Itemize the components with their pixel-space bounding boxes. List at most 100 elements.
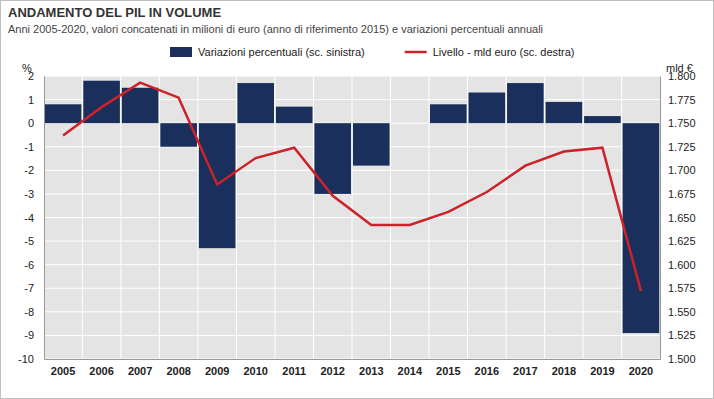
tick: 1.675 bbox=[660, 188, 696, 200]
legend-label: Variazioni percentuali (sc. sinistra) bbox=[198, 46, 365, 58]
tick: 2016 bbox=[475, 359, 499, 377]
tick-label: 2010 bbox=[243, 365, 267, 377]
tick-label: 2006 bbox=[89, 365, 113, 377]
tick: 1.750 bbox=[660, 117, 696, 129]
legend-swatch bbox=[405, 51, 427, 54]
y-axis: -10-9-8-7-6-5-4-3-2-1012 bbox=[18, 70, 44, 365]
tick: 2005 bbox=[51, 359, 75, 377]
line bbox=[63, 83, 641, 291]
bar bbox=[584, 116, 621, 123]
tick: 2012 bbox=[320, 359, 344, 377]
tick-label: -1 bbox=[24, 141, 34, 153]
bar bbox=[507, 83, 544, 123]
category-divider bbox=[544, 76, 545, 359]
tick-label: -7 bbox=[24, 282, 34, 294]
plot-background bbox=[44, 76, 660, 359]
category-divider bbox=[506, 76, 507, 359]
tick: -10 bbox=[18, 353, 44, 365]
tick: 2013 bbox=[359, 359, 383, 377]
chart: ANDAMENTO DEL PIL IN VOLUME Anni 2005-202… bbox=[0, 0, 714, 399]
tick: -1 bbox=[24, 141, 44, 153]
tick: 2007 bbox=[128, 359, 152, 377]
title: ANDAMENTO DEL PIL IN VOLUME bbox=[8, 5, 221, 20]
tick-label: 2011 bbox=[282, 365, 306, 377]
tick-label: 1.775 bbox=[668, 94, 696, 106]
tick: -7 bbox=[24, 282, 44, 294]
bar bbox=[45, 104, 82, 123]
tick-label: 2008 bbox=[166, 365, 190, 377]
tick-label: 0 bbox=[28, 117, 34, 129]
tick-label: 1 bbox=[28, 94, 34, 106]
tick: 2017 bbox=[513, 359, 537, 377]
tick: 1.525 bbox=[660, 329, 696, 341]
bar bbox=[469, 93, 506, 124]
tick-label: 1.550 bbox=[668, 306, 696, 318]
tick: -6 bbox=[24, 259, 44, 271]
tick-label: 2017 bbox=[513, 365, 537, 377]
axis-line bbox=[45, 359, 661, 360]
bar bbox=[430, 104, 467, 123]
tick: 2006 bbox=[89, 359, 113, 377]
tick: 2020 bbox=[629, 359, 653, 377]
category-divider bbox=[313, 76, 314, 359]
category-divider bbox=[197, 76, 198, 359]
tick: 2011 bbox=[282, 359, 306, 377]
bar bbox=[546, 102, 583, 123]
tick: 1.650 bbox=[660, 212, 696, 224]
tick-label: 1.675 bbox=[668, 188, 696, 200]
category-divider bbox=[352, 76, 353, 359]
tick: -4 bbox=[24, 212, 44, 224]
subtitle: Anni 2005-2020, valori concatenati in mi… bbox=[8, 23, 543, 35]
tick-label: 2005 bbox=[51, 365, 75, 377]
bar bbox=[353, 123, 390, 165]
category-divider bbox=[159, 76, 160, 359]
tick-label: 2007 bbox=[128, 365, 152, 377]
category-divider bbox=[236, 76, 237, 359]
tick-label: -2 bbox=[24, 164, 34, 176]
tick-label: 2019 bbox=[590, 365, 614, 377]
bar bbox=[276, 107, 313, 124]
tick-label: 2018 bbox=[552, 365, 576, 377]
bar bbox=[391, 123, 428, 124]
tick: 1.550 bbox=[660, 306, 696, 318]
tick-label: 1.600 bbox=[668, 259, 696, 271]
tick-label: 1.525 bbox=[668, 329, 696, 341]
tick: 1 bbox=[28, 94, 44, 106]
legend-item: Livello - mld euro (sc. destra) bbox=[405, 46, 575, 58]
tick-label: -10 bbox=[18, 353, 34, 365]
tick-label: 1.650 bbox=[668, 212, 696, 224]
tick: 2018 bbox=[552, 359, 576, 377]
tick-label: -6 bbox=[24, 259, 34, 271]
tick: 2009 bbox=[205, 359, 229, 377]
plot: -10-9-8-7-6-5-4-3-2-10121.5001.5251.5501… bbox=[18, 70, 695, 377]
tick-label: 1.700 bbox=[668, 164, 696, 176]
tick: -5 bbox=[24, 235, 44, 247]
bar bbox=[122, 88, 159, 123]
bar bbox=[314, 123, 351, 194]
tick: 2019 bbox=[590, 359, 614, 377]
y2-axis: 1.5001.5251.5501.5751.6001.6251.6501.675… bbox=[660, 70, 696, 365]
tick-label: 2009 bbox=[205, 365, 229, 377]
tick: 0 bbox=[28, 117, 44, 129]
tick-label: 2016 bbox=[475, 365, 499, 377]
axis-title: mld € bbox=[666, 62, 693, 74]
tick: 2008 bbox=[166, 359, 190, 377]
tick: 1.600 bbox=[660, 259, 696, 271]
tick: -9 bbox=[24, 329, 44, 341]
tick-label: 1.725 bbox=[668, 141, 696, 153]
tick: 2014 bbox=[398, 359, 423, 377]
legend-swatch bbox=[170, 47, 192, 57]
tick-label: 2015 bbox=[436, 365, 460, 377]
tick: 1.575 bbox=[660, 282, 696, 294]
legend: Variazioni percentuali (sc. sinistra) Liv… bbox=[170, 46, 575, 58]
legend-item: Variazioni percentuali (sc. sinistra) bbox=[170, 46, 365, 58]
tick-label: -8 bbox=[24, 306, 34, 318]
tick: 1.700 bbox=[660, 164, 696, 176]
x-axis: 2005 2006 2007 2008 2009 2010 2011 2012 2013 2014… bbox=[45, 359, 661, 377]
tick: -3 bbox=[24, 188, 44, 200]
tick-label: 2020 bbox=[629, 365, 653, 377]
tick: -2 bbox=[24, 164, 44, 176]
axis-title: % bbox=[22, 62, 32, 74]
tick: 1.775 bbox=[660, 94, 696, 106]
tick: 2015 bbox=[436, 359, 460, 377]
